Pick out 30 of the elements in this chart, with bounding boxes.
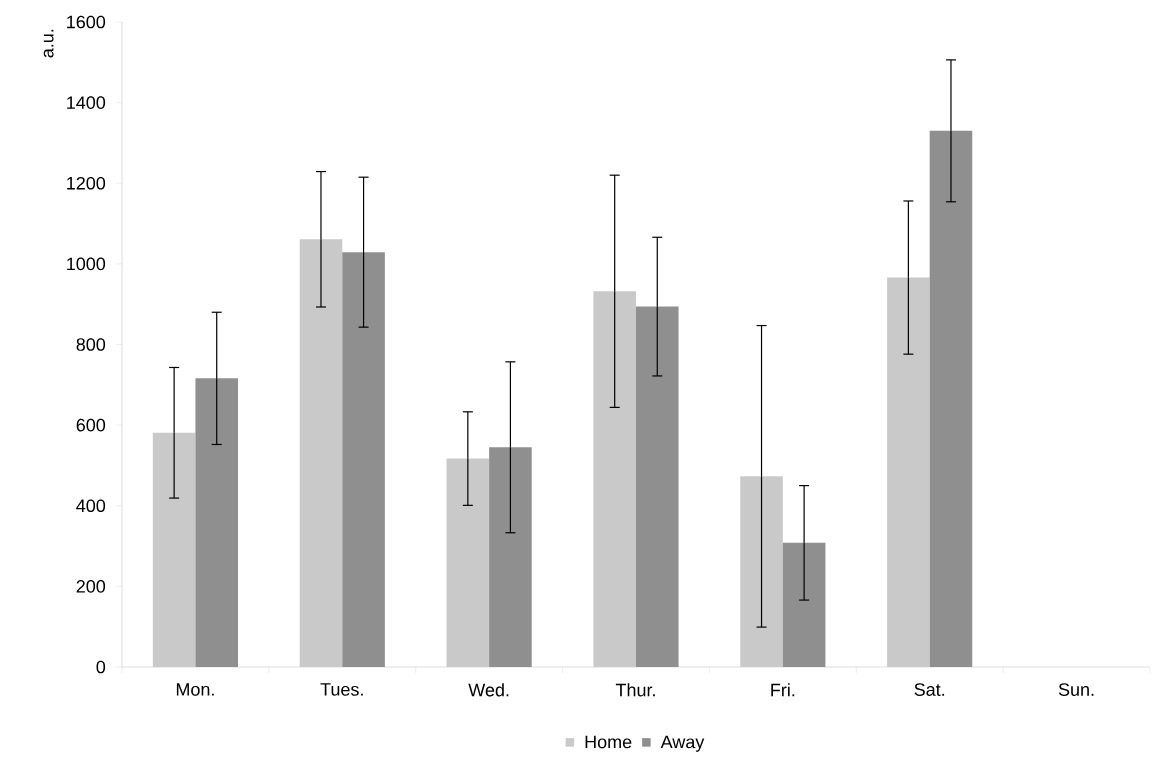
bar <box>152 432 196 667</box>
x-tick-label: Sun. <box>1058 683 1094 696</box>
x-tick-label: Sat. <box>914 683 945 696</box>
y-tick-label: 200 <box>76 580 106 593</box>
x-tick-label: Tues. <box>320 683 363 696</box>
y-tick-label: 400 <box>76 499 106 513</box>
y-tick-label: 1000 <box>67 257 106 271</box>
legend-label: Home <box>585 735 632 749</box>
y-axis-title: a.u. <box>43 29 54 58</box>
bar <box>299 239 343 667</box>
x-tick-label: Mon. <box>176 683 214 696</box>
x-tick-label: Wed. <box>468 683 509 697</box>
y-tick-label: 1400 <box>67 96 106 109</box>
bar <box>593 291 636 667</box>
bar <box>489 447 532 667</box>
bar <box>782 542 826 667</box>
y-tick-label: 1600 <box>67 15 106 29</box>
y-tick-label: 600 <box>76 418 106 432</box>
bar <box>195 378 239 667</box>
bar <box>887 277 930 667</box>
bar <box>446 458 490 667</box>
legend-label: Away <box>660 735 705 752</box>
x-tick-label: Fri. <box>771 683 795 697</box>
bar <box>929 130 973 667</box>
x-tick-label: Thur. <box>615 683 655 697</box>
y-tick-label: 0 <box>96 660 106 674</box>
bar <box>342 252 385 667</box>
y-tick-label: 1200 <box>67 176 106 190</box>
bar <box>635 306 679 667</box>
y-tick-label: 800 <box>76 338 106 351</box>
